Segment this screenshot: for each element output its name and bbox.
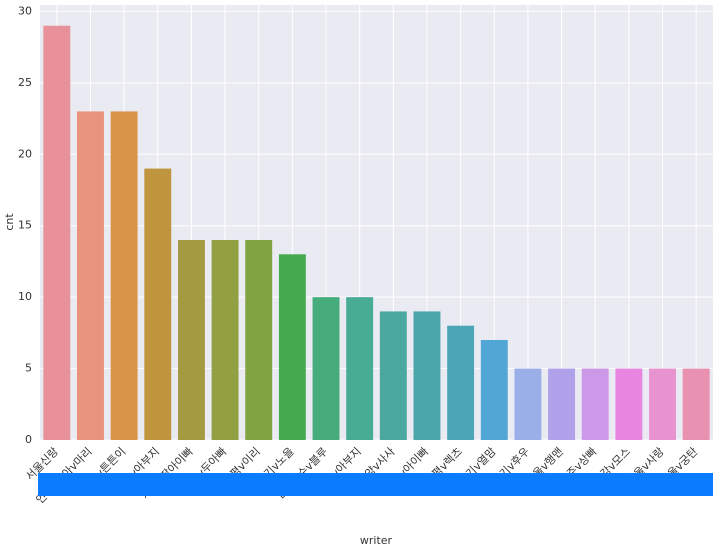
y-tick-label: 0 — [25, 433, 32, 446]
bar — [649, 368, 676, 440]
y-tick-label: 5 — [25, 362, 32, 375]
bar — [379, 311, 407, 440]
bar — [682, 368, 710, 440]
bars — [43, 25, 710, 441]
bar — [615, 368, 643, 440]
bar — [581, 368, 609, 440]
bar — [413, 311, 441, 440]
bar — [245, 240, 273, 440]
bar — [278, 254, 306, 440]
bar — [110, 111, 138, 440]
y-tick-label: 25 — [18, 76, 32, 89]
bar — [43, 25, 71, 440]
bar — [480, 340, 508, 440]
bar — [177, 240, 205, 440]
y-tick-label: 20 — [18, 147, 32, 160]
bar — [548, 368, 576, 440]
bar — [514, 368, 542, 440]
plot-area — [40, 5, 713, 440]
bar — [312, 297, 340, 440]
y-axis-label: cnt — [3, 213, 16, 231]
bar — [211, 240, 239, 440]
y-tick-label: 30 — [18, 4, 32, 17]
y-tick-label: 10 — [18, 290, 32, 303]
bar — [144, 168, 172, 441]
overlay-bar — [38, 473, 713, 496]
bar — [447, 325, 475, 440]
x-axis-label: writer — [360, 534, 393, 547]
bar — [346, 297, 374, 440]
y-tick-label: 15 — [18, 219, 32, 232]
bar — [77, 111, 104, 440]
